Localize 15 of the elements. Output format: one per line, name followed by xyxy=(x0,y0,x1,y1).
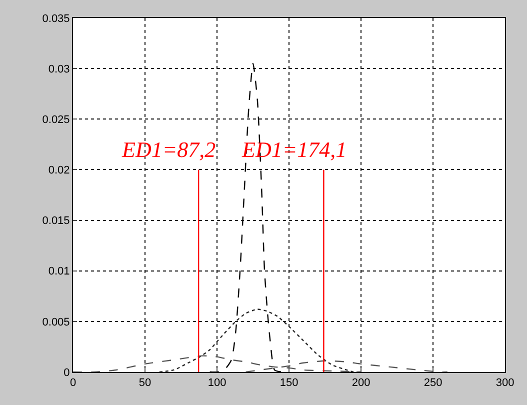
y-tick-label: 0.03 xyxy=(48,63,70,76)
x-tick-label: 200 xyxy=(352,377,370,390)
x-tick-label: 250 xyxy=(424,377,442,390)
y-tick-label: 0.035 xyxy=(42,12,70,25)
annotation: ED1=87,2 xyxy=(121,137,216,162)
y-tick-label: 0.01 xyxy=(48,266,70,278)
y-tick-label: 0.005 xyxy=(42,316,70,328)
x-tick-label: 300 xyxy=(496,377,514,390)
y-tick-label: 0 xyxy=(64,366,70,379)
y-tick-label: 0.015 xyxy=(42,215,70,228)
x-tick-label: 150 xyxy=(280,377,298,390)
x-tick-label: 50 xyxy=(138,377,152,390)
y-tick-label: 0.025 xyxy=(42,114,70,126)
y-tick-label: 0.02 xyxy=(48,164,70,177)
x-tick-label: 100 xyxy=(208,377,226,390)
